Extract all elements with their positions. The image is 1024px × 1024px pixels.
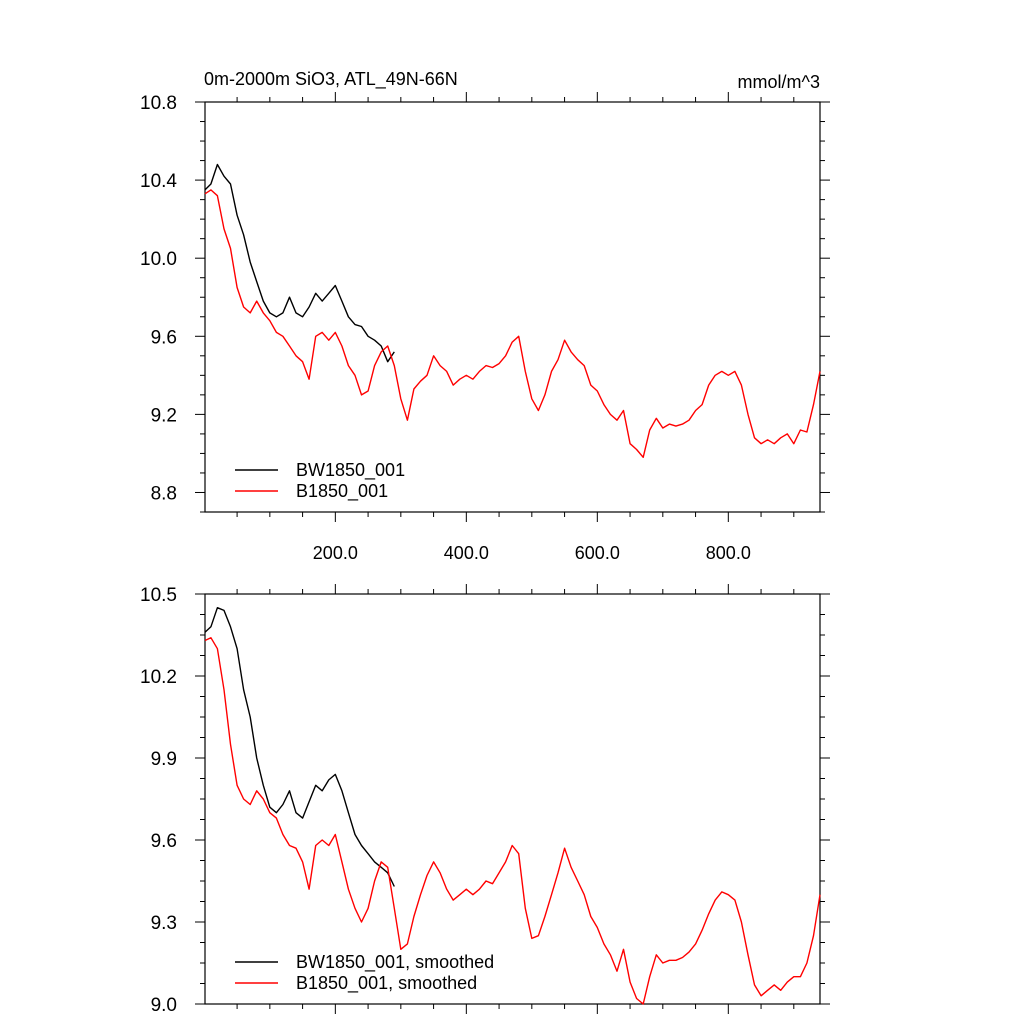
y-tick-label: 9.6 (151, 831, 177, 852)
units-label: mmol/m^3 (738, 72, 820, 92)
legend-label: B1850_001 (296, 481, 388, 502)
y-tick-label: 9.9 (151, 749, 177, 770)
y-tick-label: 8.8 (151, 483, 177, 504)
y-tick-label: 10.2 (140, 667, 177, 688)
y-tick-label: 10.8 (140, 93, 177, 114)
x-tick-label: 200.0 (313, 543, 358, 563)
plot-frame (204, 593, 821, 1005)
legend-label: B1850_001, smoothed (296, 973, 477, 994)
y-tick-label: 9.3 (151, 913, 177, 934)
bottom-panel: 9.0 9.3 9.6 9.9 10.2 10.5 BW1850_001, smoothed… (140, 584, 830, 1016)
series-line-bw1850 (204, 607, 395, 887)
y-tick-label: 9.2 (151, 405, 177, 426)
x-tick-label: 400.0 (444, 543, 489, 563)
x-tick-label: 600.0 (575, 543, 620, 563)
series-line-b1850 (204, 637, 821, 1005)
legend-label: BW1850_001 (296, 460, 405, 481)
y-tick-label: 10.0 (140, 249, 177, 270)
y-tick-label: 10.5 (140, 585, 177, 606)
series-line-b1850 (204, 189, 821, 458)
y-tick-label: 9.0 (151, 995, 177, 1016)
chart-title: 0m-2000m SiO3, ATL_49N-66N (204, 69, 458, 90)
x-tick-label: 800.0 (706, 543, 751, 563)
y-tick-label: 9.6 (151, 327, 177, 348)
top-panel: 0m-2000m SiO3, ATL_49N-66N mmol/m^3 200.… (140, 69, 830, 563)
legend-label: BW1850_001, smoothed (296, 952, 494, 973)
plot-frame (204, 101, 821, 513)
y-tick-label: 10.4 (140, 171, 177, 192)
series-line-bw1850 (204, 163, 395, 363)
